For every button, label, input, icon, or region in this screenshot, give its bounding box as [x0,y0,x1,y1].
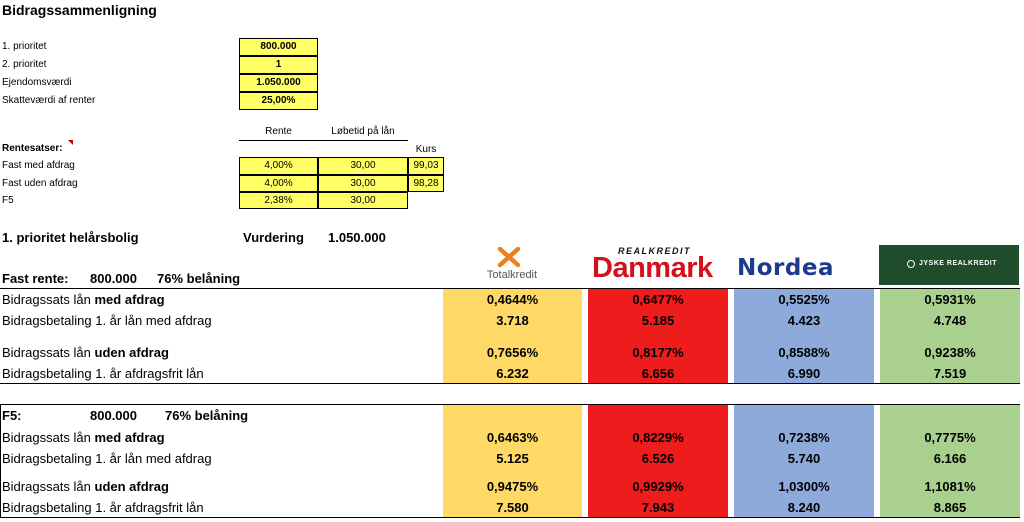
vurdering-value: 1.050.000 [328,230,386,245]
fast-r3-danmark: 0,8177% [632,345,684,360]
f5-r4-nordea: 8.240 [787,500,821,515]
input-label-2-prioritet: 2. prioritet [2,59,47,70]
fast-r4-nordea: 6.990 [787,366,821,381]
f5-row-3-label: Bidragssats lån uden afdrag [2,479,169,494]
f5-r1-jyske: 0,7775% [924,430,976,445]
totalkredit-column-fast [443,289,582,383]
input-cell-ejendomsvaerdi[interactable]: 1.050.000 [239,74,318,92]
jyske-column-fast [880,289,1020,383]
f5-r2-nordea: 5.740 [787,451,821,466]
fast-r2-totalkredit: 3.718 [496,313,529,328]
totalkredit-logo: Totalkredit [474,246,550,283]
nordea-column-fast [734,289,874,383]
rate-label-fast-med: Fast med afdrag [2,160,75,171]
fast-r1-danmark: 0,6477% [632,292,684,307]
f5-r3-danmark: 0,9929% [632,479,684,494]
rates-label: Rentesatser: [2,143,63,154]
header-underline [239,140,408,141]
f5-r1-totalkredit: 0,6463% [486,430,539,445]
fast-r4-jyske: 7.519 [933,366,967,381]
fast-bottom-border [0,383,1020,384]
fast-r1-nordea: 0,5525% [778,292,830,307]
f5-section-belaning: 76% belåning [165,408,249,423]
rate-kurs-fast-uden[interactable]: 98,28 [408,175,444,192]
danmark-logo-top: REALKREDIT [618,246,691,256]
rate-label-fast-uden: Fast uden afdrag [2,178,78,189]
jyske-emblem-icon [907,260,915,268]
fast-top-border [0,288,1020,289]
fast-r1-jyske: 0,5931% [924,292,976,307]
danmark-logo-name: Danmark [592,252,713,284]
totalkredit-column-f5 [443,405,582,517]
danmark-logo: REALKREDIT Danmark [590,246,724,284]
rate-kurs-fast-med[interactable]: 99,03 [408,157,444,175]
input-label-1-prioritet: 1. prioritet [2,41,47,52]
nordea-column-f5 [734,405,874,517]
rate-rente-fast-uden[interactable]: 4,00% [239,175,318,192]
f5-section-amount: 800.000 [90,408,137,423]
f5-r3-totalkredit: 0,9475% [486,479,539,494]
comment-indicator-icon[interactable] [68,140,73,145]
rate-rente-f5[interactable]: 2,38% [239,192,318,209]
f5-row-2-label: Bidragsbetaling 1. år lån med afdrag [2,451,212,466]
f5-r3-jyske: 1,1081% [924,479,976,494]
f5-r4-totalkredit: 7.580 [496,500,529,515]
f5-section-label: F5: [2,408,22,423]
f5-top-border [0,404,1020,405]
fast-section-label: Fast rente: [2,271,69,286]
jyske-logo: JYSKE REALKREDIT [879,245,1019,285]
f5-r1-nordea: 0,7238% [778,430,830,445]
f5-r2-totalkredit: 5.125 [496,451,529,466]
f5-r1-danmark: 0,8229% [632,430,684,445]
fast-r4-danmark: 6.656 [641,366,675,381]
f5-row-4-label: Bidragsbetaling 1. år afdragsfrit lån [2,500,204,515]
fast-r1-totalkredit: 0,4644% [486,292,539,307]
input-cell-1-prioritet[interactable]: 800.000 [239,38,318,56]
f5-r2-jyske: 6.166 [933,451,967,466]
rate-lobetid-f5[interactable]: 30,00 [318,192,408,209]
fast-row-4-label: Bidragsbetaling 1. år afdragsfrit lån [2,366,204,381]
jyske-logo-name: JYSKE REALKREDIT [919,260,998,267]
rate-label-f5: F5 [2,195,14,206]
page-title: Bidragssammenligning [2,2,157,18]
rate-lobetid-fast-med[interactable]: 30,00 [318,157,408,175]
fast-r2-jyske: 4.748 [933,313,967,328]
property-label: 1. prioritet helårsbolig [2,230,139,245]
f5-left-border [0,404,1,517]
f5-r4-jyske: 8.865 [933,500,967,515]
rate-lobetid-fast-uden[interactable]: 30,00 [318,175,408,192]
input-cell-2-prioritet[interactable]: 1 [239,56,318,74]
fast-r3-nordea: 0,8588% [778,345,830,360]
f5-r3-nordea: 1,0300% [778,479,830,494]
jyske-column-f5 [880,405,1020,517]
fast-row-1-label: Bidragssats lån med afdrag [2,292,165,307]
input-cell-skattevaerdi[interactable]: 25,00% [239,92,318,110]
fast-r3-totalkredit: 0,7656% [486,345,539,360]
header-lobetid: Løbetid på lån [331,126,395,137]
header-kurs: Kurs [415,144,437,155]
header-rente: Rente [265,126,292,137]
fast-row-2-label: Bidragsbetaling 1. år lån med afdrag [2,313,212,328]
fast-r2-danmark: 5.185 [641,313,675,328]
fast-section-belaning: 76% belåning [157,271,241,286]
f5-row-1-label: Bidragssats lån med afdrag [2,430,165,445]
totalkredit-name: Totalkredit [486,269,538,281]
fast-r2-nordea: 4.423 [787,313,821,328]
f5-bottom-border [0,517,1020,518]
input-label-ejendomsvaerdi: Ejendomsværdi [2,77,72,88]
fast-r4-totalkredit: 6.232 [496,366,529,381]
rate-rente-fast-med[interactable]: 4,00% [239,157,318,175]
nordea-logo: Nordea [737,255,834,281]
input-label-skattevaerdi: Skatteværdi af renter [2,95,96,106]
danmark-column-fast [588,289,728,383]
vurdering-label: Vurdering [243,230,304,245]
fast-row-3-label: Bidragssats lån uden afdrag [2,345,169,360]
fast-section-amount: 800.000 [90,271,137,286]
f5-r2-danmark: 6.526 [641,451,675,466]
fast-r3-jyske: 0,9238% [924,345,976,360]
danmark-column-f5 [588,405,728,517]
f5-r4-danmark: 7.943 [641,500,675,515]
